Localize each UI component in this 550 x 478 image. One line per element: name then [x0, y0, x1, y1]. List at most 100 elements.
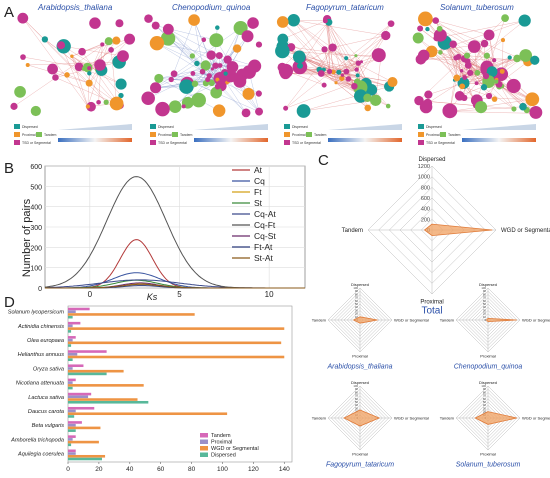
legend-label: Proximal	[211, 440, 232, 446]
network-node	[345, 76, 352, 82]
radar-tick-label: 10	[483, 315, 487, 319]
network-node	[453, 55, 459, 61]
network-edge	[89, 41, 109, 74]
network-node	[387, 77, 398, 88]
radar-title: Chenopodium_quinoa	[454, 363, 523, 370]
radar-axis-label-dispersed: Dispersed	[418, 157, 445, 163]
network-node	[86, 101, 96, 112]
network-edge	[88, 49, 112, 69]
bar-wgd-or-segmental	[68, 313, 195, 316]
network-node	[480, 84, 488, 91]
legend-label: WGD or Segmental	[211, 446, 259, 452]
legend-text-proximal: Proximal	[158, 133, 172, 137]
network-edge	[293, 20, 347, 59]
radar-data-area	[474, 411, 517, 425]
network-edge	[335, 82, 368, 109]
size-scale-wedge	[194, 124, 268, 130]
radar-tick-label: 10	[355, 315, 359, 319]
network-node	[208, 79, 215, 87]
bar-proximal	[68, 381, 73, 384]
network-edge	[319, 69, 355, 87]
radar-axis-label-proximal: Proximal	[352, 451, 368, 456]
color-scale-bar	[58, 138, 132, 142]
network-node	[206, 73, 212, 79]
radar-tick-label: 60	[483, 397, 487, 401]
radar-axis-label-proximal: Proximal	[480, 353, 496, 358]
radar-tick-label: 50	[355, 302, 359, 306]
network-node	[418, 11, 433, 27]
network-node	[417, 25, 424, 32]
network-edge	[22, 56, 80, 68]
radar-tick-label: 90	[355, 289, 359, 293]
network-node	[232, 44, 242, 53]
network-node	[74, 62, 84, 72]
bar-proximal	[68, 324, 73, 328]
network-node	[179, 79, 194, 94]
legend-text-wgd: TSD or Segmental	[22, 141, 51, 145]
network-edge	[167, 38, 221, 79]
network-node	[330, 69, 336, 75]
category-label: Actinidia chinensis	[17, 324, 64, 330]
legend-label-at: At	[254, 165, 263, 175]
bar-tandem	[68, 421, 82, 424]
network-node	[168, 76, 174, 83]
color-scale-bar	[462, 138, 536, 142]
network-node	[482, 69, 487, 73]
network-node	[94, 59, 106, 71]
size-scale-wedge	[328, 124, 402, 130]
panel-letter-c: C	[318, 152, 329, 169]
category-label: Daucus carota	[28, 409, 64, 415]
legend-swatch	[200, 433, 208, 438]
radar-tick-label: 40	[483, 403, 487, 407]
network-node	[47, 63, 58, 75]
network-edge	[444, 42, 464, 84]
network-edge	[207, 48, 238, 80]
network-node	[190, 71, 196, 76]
bar-tandem	[68, 406, 95, 410]
network-node	[462, 75, 468, 80]
network-edge	[436, 20, 525, 39]
bar-wgd-or-segmental	[68, 440, 99, 444]
radar-data-area	[352, 316, 378, 324]
color-scale-bar	[328, 138, 402, 142]
network-node	[170, 70, 178, 78]
network-node	[296, 62, 304, 69]
radar-tick-label: 20	[483, 312, 487, 316]
legend-swatch	[200, 452, 208, 457]
bar-dispersed	[68, 400, 149, 404]
network-edge	[158, 78, 220, 111]
network-edge	[27, 64, 90, 84]
y-axis-label: Number of pairs	[21, 198, 33, 277]
network-node	[199, 68, 206, 75]
network-node	[317, 70, 325, 77]
network-node	[445, 108, 453, 115]
radar-axis-label-tandem: Tandem	[312, 317, 327, 322]
network-node	[255, 41, 263, 48]
network-node	[436, 25, 443, 32]
legend-text-wgd: TSD or Segmental	[292, 141, 321, 145]
radar-tick-label: 60	[355, 299, 359, 303]
network-node	[223, 55, 232, 64]
network-node	[215, 25, 220, 30]
bar-wgd-or-segmental	[68, 327, 285, 330]
network-edge	[282, 22, 330, 68]
category-label: Olea europaea	[27, 338, 64, 344]
x-tick-label: 100	[217, 466, 228, 473]
legend-swatch-dispersed	[150, 124, 156, 129]
category-label: Helianthus annuus	[18, 352, 65, 358]
radar-tick-label: 70	[483, 394, 487, 398]
bar-tandem	[68, 449, 76, 453]
network-node	[115, 78, 127, 90]
legend-label-cq-at: Cq-At	[254, 209, 276, 219]
x-tick-label: 120	[248, 466, 259, 473]
network-edge	[193, 19, 220, 83]
bar-proximal	[68, 338, 73, 342]
network-node	[212, 62, 219, 69]
radar-tick-label: 30	[483, 406, 487, 410]
network-edge	[13, 41, 109, 107]
network-node	[277, 33, 289, 45]
network-edge	[22, 18, 107, 103]
network-node	[433, 35, 440, 42]
network-edge	[81, 51, 120, 106]
